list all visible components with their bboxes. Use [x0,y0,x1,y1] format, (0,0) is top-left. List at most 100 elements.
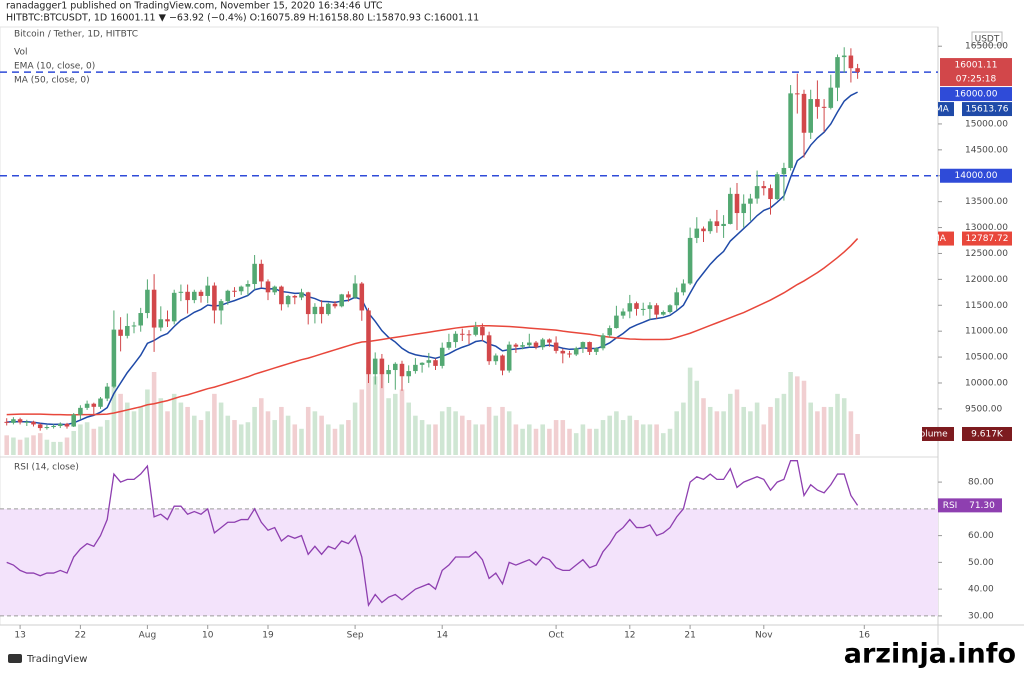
volume-bar [178,402,184,455]
y-tick-label: 12500.00 [965,249,1008,259]
volume-bar [734,389,740,455]
rsi-value: 71.30 [969,501,995,511]
candle-body [768,188,773,200]
x-tick-label: Sep [347,631,364,641]
candle-body [439,347,445,366]
candle-body [145,289,150,314]
volume-bar [707,406,713,455]
volume-bar [547,428,552,455]
candle-body [734,193,740,214]
candle-body [527,342,532,346]
volume-bar [58,441,63,455]
volume-bar [667,428,673,455]
candle-body [352,283,358,298]
candle-body [151,289,157,328]
candle-body [486,335,492,362]
volume-bar [460,415,465,455]
volume-bar [319,415,324,455]
candle-body [520,345,525,347]
volume-bar [285,415,291,455]
candle-body [580,342,586,349]
x-tick-label: 22 [75,631,86,641]
x-tick-label: Nov [755,631,773,641]
x-tick-label: 12 [624,631,635,641]
candle-body [627,303,633,312]
volume-bar [326,424,331,455]
volume-bar [205,411,210,455]
volume-bar [614,411,619,455]
branding: TradingView [26,654,87,665]
candle-body [654,305,659,315]
candle-body [661,312,666,315]
candle-body [808,99,813,133]
candle-body [781,167,787,175]
volume-bar [165,411,170,455]
candle-body [413,364,418,372]
candle-body [815,99,820,107]
indicator-value: 9.617K [971,429,1004,439]
candle-body [707,221,713,232]
volume-bar [701,398,706,455]
indicator-line [6,91,858,426]
publisher-line: ranadagger1 published on TradingView.com… [6,1,383,12]
candle-body [339,294,344,307]
y-tick-label: 14500.00 [965,145,1008,155]
volume-bar [453,411,458,455]
candle-body [460,333,465,335]
volume-bar [198,420,204,455]
candle-body [567,353,572,355]
volume-bar [748,411,753,455]
candle-body [265,281,271,293]
y-tick-label: 13000.00 [965,223,1008,233]
indicator-tag: MA [932,234,947,244]
candle-body [165,319,170,322]
candle-body [84,403,90,408]
volume-bar [607,415,612,455]
x-tick-label: 19 [262,631,274,641]
candle-body [399,363,405,377]
y-tick-label: 11500.00 [965,301,1008,311]
candle-body [272,286,277,293]
volume-bar [433,424,438,455]
candle-body [620,311,626,316]
candle-body [305,292,311,315]
candle-body [553,342,559,351]
candle-body [721,223,726,226]
volume-bar [815,411,820,455]
volume-bar [393,393,398,455]
tv-logo [8,654,22,663]
volume-bar [366,367,371,455]
candle-body [788,93,793,168]
volume-bar [446,406,452,455]
candle-body [118,329,123,336]
volume-bar [687,367,693,455]
candle-body [104,386,110,399]
candle-body [299,292,304,298]
candle-body [366,310,371,375]
volume-bar [841,398,847,455]
volume-bar [51,441,56,455]
rsi-tag-box [938,498,962,513]
volume-bar [480,424,485,455]
volume-bar [714,411,720,455]
hline-label: 14000.00 [955,171,998,181]
volume-bar [238,424,244,455]
candle-body [91,403,97,407]
volume-bar [145,389,150,455]
volume-bar [104,420,110,455]
volume-bar [78,424,83,455]
candle-body [312,306,318,315]
candle-body [292,295,298,298]
candle-body [24,421,30,423]
volume-bar [11,437,16,455]
volume-bar [808,402,813,455]
candle-body [607,328,612,336]
volume-bar [212,393,217,455]
rsi-band [0,508,938,616]
indicator-tag-box [938,231,954,246]
volume-bar [573,433,579,455]
candle-body [821,106,827,108]
volume-bar [439,411,445,455]
volume-bar [265,411,271,455]
currency: USDT [975,35,1000,45]
